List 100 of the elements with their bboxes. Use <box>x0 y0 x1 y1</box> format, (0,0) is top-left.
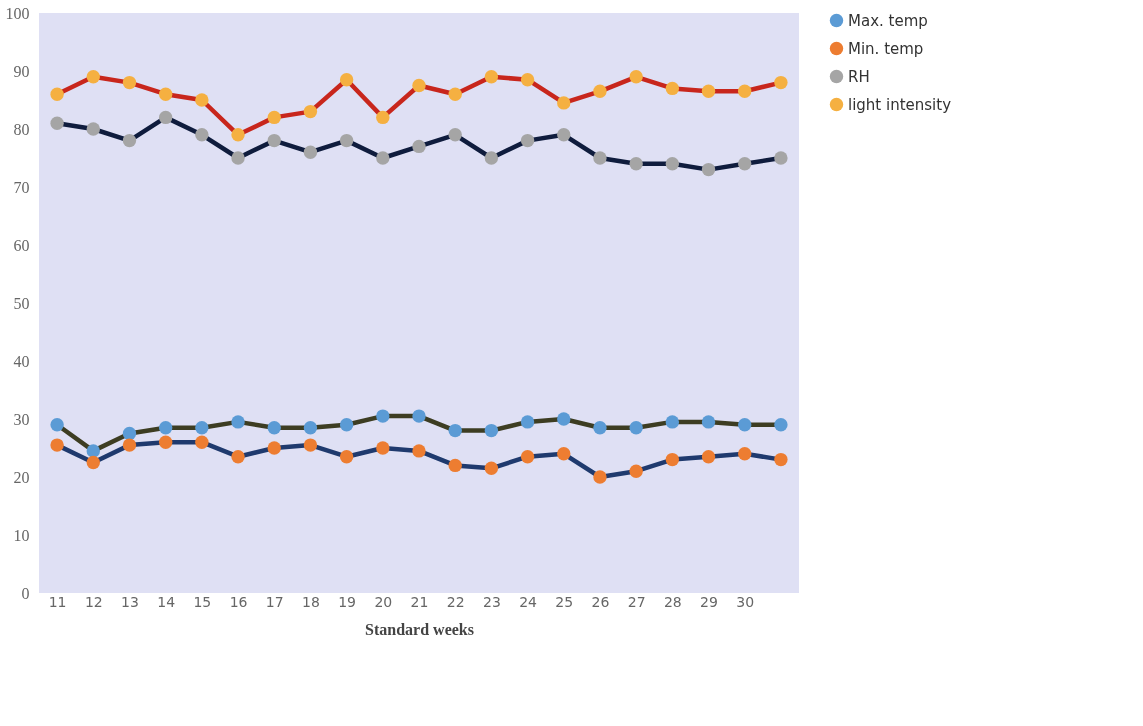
x-tick-label: 15 <box>193 593 212 610</box>
legend-label: RH <box>848 67 870 86</box>
x-tick-label: 23 <box>482 593 501 610</box>
point <box>484 461 499 475</box>
legend-label: light intensity <box>848 95 952 114</box>
x-tick-label: 21 <box>410 593 429 610</box>
point <box>448 458 462 473</box>
point <box>629 464 643 478</box>
point <box>339 418 354 432</box>
point <box>520 450 535 464</box>
point <box>195 421 209 435</box>
point <box>303 421 318 435</box>
point <box>158 87 173 101</box>
x-tick-label: 29 <box>700 593 718 610</box>
point <box>774 452 788 467</box>
point <box>122 438 137 452</box>
point <box>376 151 390 165</box>
point <box>122 133 137 148</box>
point <box>376 409 390 423</box>
point <box>593 84 607 98</box>
point <box>484 151 499 165</box>
point <box>303 438 318 452</box>
point <box>665 157 680 171</box>
point <box>448 87 462 101</box>
point <box>557 96 571 110</box>
point <box>701 415 716 429</box>
point <box>122 426 137 441</box>
x-tick-label: 26 <box>591 593 610 610</box>
y-tick-label: 20 <box>13 468 30 486</box>
x-tick-label: 16 <box>229 593 248 610</box>
x-tick-label: 17 <box>265 593 284 610</box>
point <box>50 87 64 101</box>
x-tick-label: 20 <box>374 593 393 610</box>
point <box>412 444 426 458</box>
y-tick-label: 40 <box>13 352 30 370</box>
point <box>122 75 137 90</box>
point <box>701 450 716 464</box>
x-tick-label: 19 <box>338 593 357 610</box>
point <box>195 435 209 449</box>
y-tick-label: 30 <box>13 410 30 428</box>
point <box>774 151 788 165</box>
point <box>520 133 535 148</box>
legend-label: Max. temp <box>848 11 928 30</box>
point <box>738 447 752 461</box>
point <box>50 418 64 432</box>
y-tick-label: 60 <box>13 236 30 254</box>
x-tick-label: 12 <box>84 593 103 610</box>
point <box>231 151 245 165</box>
point <box>557 447 571 461</box>
point <box>593 470 607 484</box>
point <box>158 421 173 435</box>
point <box>484 423 499 438</box>
point <box>195 128 209 142</box>
point <box>774 418 788 432</box>
y-tick-label: 50 <box>13 294 30 312</box>
point <box>665 81 680 96</box>
point <box>303 145 318 159</box>
point <box>195 93 209 107</box>
point <box>701 162 716 177</box>
point <box>629 157 643 171</box>
x-tick-label: 18 <box>302 593 320 610</box>
point <box>303 104 318 119</box>
legend-label: Min. temp <box>848 39 924 58</box>
point <box>86 70 100 84</box>
x-axis-title: Standard weeks <box>365 620 474 638</box>
point <box>231 450 245 464</box>
point <box>738 84 752 98</box>
point <box>267 421 281 435</box>
point <box>665 415 680 429</box>
point <box>557 412 571 426</box>
point <box>629 70 643 84</box>
point <box>738 418 752 432</box>
x-tick-label: 13 <box>121 593 139 610</box>
x-tick-label: 22 <box>446 593 465 610</box>
x-tick-label: 24 <box>519 593 538 610</box>
y-tick-label: 100 <box>5 4 30 22</box>
y-tick-label: 90 <box>13 62 30 80</box>
point <box>665 452 680 467</box>
point <box>86 122 100 136</box>
x-tick-label: 14 <box>157 593 176 610</box>
point <box>738 157 752 171</box>
point <box>701 84 716 98</box>
point <box>267 110 281 125</box>
x-tick-label: 30 <box>736 593 755 610</box>
point <box>448 128 462 142</box>
point <box>86 455 100 470</box>
point <box>629 421 643 435</box>
point <box>484 70 499 84</box>
point <box>158 110 173 125</box>
x-tick-label: 11 <box>48 593 67 610</box>
point <box>412 409 426 423</box>
point <box>267 441 281 455</box>
point <box>50 116 64 130</box>
point <box>376 441 390 455</box>
point <box>158 435 173 449</box>
point <box>520 73 535 87</box>
point <box>339 450 354 464</box>
x-tick-label: 27 <box>627 593 646 610</box>
y-tick-label: 10 <box>13 526 30 544</box>
point <box>231 415 245 429</box>
